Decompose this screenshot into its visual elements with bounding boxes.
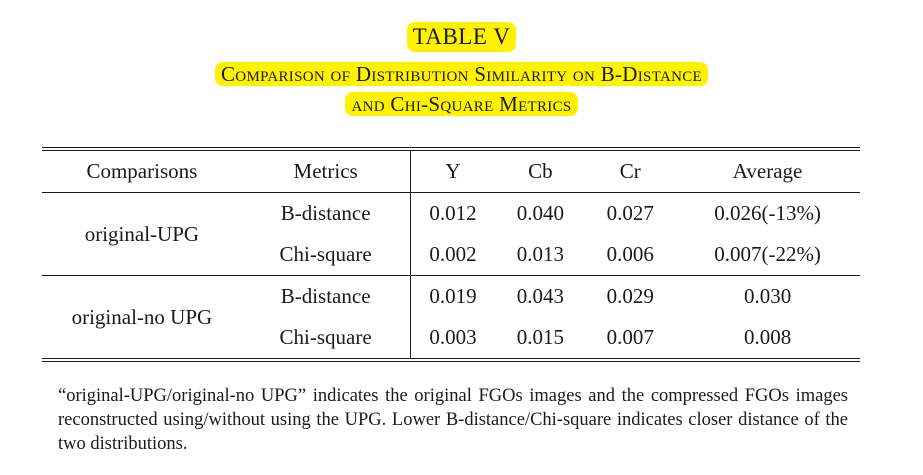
table-row: original-UPG B-distance 0.012 0.040 0.02… bbox=[42, 192, 860, 276]
cb-cell: 0.040 bbox=[495, 192, 586, 234]
average-cell: 0.008 bbox=[675, 317, 860, 362]
table-row: Chi-square 0.003 0.015 0.007 0.008 bbox=[42, 317, 860, 362]
table-number-row: TABLE V bbox=[0, 22, 923, 52]
group-label-cell: original-UPG bbox=[42, 192, 242, 276]
header-row: Comparisons Metrics Y Cb Cr Average bbox=[42, 147, 860, 193]
cb-cell: 0.013 bbox=[516, 242, 564, 266]
header-metrics: Metrics bbox=[241, 147, 410, 193]
y-cell: 0.019 bbox=[409, 275, 496, 317]
cr-cell: 0.006 bbox=[606, 242, 654, 266]
metric-cell: B-distance bbox=[241, 275, 410, 317]
metric-cell: Chi-square bbox=[279, 242, 372, 266]
average-cell: 0.007(-22%) bbox=[714, 242, 821, 266]
table-number: TABLE V bbox=[406, 22, 517, 52]
table-title-line-1: Comparison of Distribution Similarity on… bbox=[215, 62, 708, 86]
header-y: Y bbox=[409, 147, 496, 193]
y-cell: 0.002 bbox=[409, 234, 496, 276]
table-footnote: “original-UPG/original-no UPG” indicates… bbox=[58, 386, 848, 454]
y-cell: 0.012 bbox=[409, 192, 496, 234]
cr-cell: 0.029 bbox=[585, 275, 676, 317]
table-title-line-2: and Chi-Square Metrics bbox=[345, 92, 578, 116]
header-average: Average bbox=[675, 147, 860, 193]
average-cell: 0.026(-13%) bbox=[675, 192, 860, 234]
results-table: Comparisons Metrics Y Cb Cr Average orig… bbox=[42, 147, 860, 362]
cb-cell: 0.043 bbox=[495, 275, 586, 317]
table-caption: TABLE V Comparison of Distribution Simil… bbox=[0, 22, 923, 118]
metric-cell: B-distance bbox=[241, 192, 410, 234]
table-row: original-no UPG B-distance 0.019 0.043 0… bbox=[42, 275, 860, 362]
table-title-line-1-row: Comparison of Distribution Similarity on… bbox=[0, 60, 923, 88]
header-cr: Cr bbox=[585, 147, 676, 193]
group-label-cell: original-no UPG bbox=[42, 275, 242, 362]
cr-cell: 0.027 bbox=[585, 192, 676, 234]
header-comparisons: Comparisons bbox=[42, 147, 242, 193]
table-row: Chi-square 0.002 0.013 0.006 0.007(-22%) bbox=[42, 234, 860, 276]
cb-cell: 0.015 bbox=[495, 317, 586, 362]
cr-cell: 0.007 bbox=[585, 317, 676, 362]
metric-cell: Chi-square bbox=[241, 317, 410, 362]
y-cell: 0.003 bbox=[409, 317, 496, 362]
table-title-line-2-row: and Chi-Square Metrics bbox=[0, 90, 923, 118]
average-cell: 0.030 bbox=[675, 275, 860, 317]
header-cb: Cb bbox=[495, 147, 586, 193]
